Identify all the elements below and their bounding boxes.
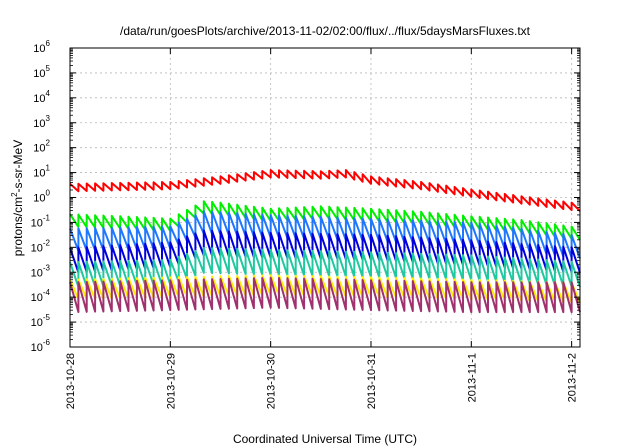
y-tick-label-exponent: 2 bbox=[46, 139, 51, 148]
x-tick-label: 2013-10-28 bbox=[65, 353, 77, 409]
plot-series bbox=[69, 169, 581, 314]
y-tick-label: 10-3 bbox=[31, 263, 51, 279]
y-tick-label-exponent: -5 bbox=[43, 313, 51, 322]
y-tick-label: 10-4 bbox=[31, 288, 51, 304]
y-tick-label-exponent: -1 bbox=[43, 213, 51, 222]
x-tick-label: 2013-10-29 bbox=[165, 353, 177, 409]
y-tick-label-exponent: 4 bbox=[46, 89, 51, 98]
y-tick-label-exponent: 3 bbox=[46, 114, 51, 123]
y-tick-label-base: 10 bbox=[31, 292, 43, 304]
y-tick-label-base: 10 bbox=[33, 93, 45, 105]
y-axis-title-base: protons/cm bbox=[11, 197, 25, 256]
series-line bbox=[69, 276, 581, 314]
y-tick-label-base: 10 bbox=[31, 267, 43, 279]
series-line bbox=[69, 246, 581, 288]
y-tick-labels: 10-610-510-410-310-210-11001011021031041… bbox=[31, 39, 51, 354]
y-tick-label-base: 10 bbox=[31, 317, 43, 329]
y-tick-label: 106 bbox=[33, 39, 50, 55]
y-tick-label: 103 bbox=[33, 114, 50, 130]
chart-title: /data/run/goesPlots/archive/2013-11-02/0… bbox=[120, 24, 531, 38]
x-tick-label: 2013-10-31 bbox=[366, 353, 378, 409]
y-tick-label-exponent: -3 bbox=[43, 263, 51, 272]
y-tick-label-base: 10 bbox=[33, 193, 45, 205]
series-line bbox=[69, 200, 581, 241]
y-tick-label-exponent: -2 bbox=[43, 238, 51, 247]
y-axis-title: protons/cm2-s-sr-MeV bbox=[10, 140, 25, 256]
y-tick-label-exponent: 1 bbox=[46, 164, 51, 173]
y-tick-label: 105 bbox=[33, 64, 50, 80]
y-tick-label: 10-5 bbox=[31, 313, 51, 329]
y-tick-label-base: 10 bbox=[31, 217, 43, 229]
y-tick-label-exponent: -4 bbox=[43, 288, 51, 297]
x-tick-label: 2013-11-2 bbox=[567, 353, 579, 402]
y-tick-label-base: 10 bbox=[33, 68, 45, 80]
y-tick-label-base: 10 bbox=[33, 168, 45, 180]
x-tick-label: 2013-10-30 bbox=[266, 353, 278, 409]
y-tick-label-base: 10 bbox=[31, 242, 43, 254]
y-tick-label-exponent: 0 bbox=[46, 189, 51, 198]
y-tick-label: 104 bbox=[33, 89, 50, 105]
y-tick-label-exponent: 5 bbox=[46, 64, 51, 73]
grid-lines bbox=[70, 48, 580, 347]
y-axis-title-rest: -s-sr-MeV bbox=[11, 140, 25, 193]
x-tick-label: 2013-11-1 bbox=[466, 353, 478, 402]
y-tick-label: 10-1 bbox=[31, 213, 51, 229]
y-tick-label: 10-6 bbox=[31, 338, 51, 354]
y-tick-label-base: 10 bbox=[33, 43, 45, 55]
y-tick-label: 100 bbox=[33, 189, 50, 205]
y-tick-label: 101 bbox=[33, 164, 50, 180]
y-tick-label-base: 10 bbox=[33, 143, 45, 155]
y-tick-label-base: 10 bbox=[31, 342, 43, 354]
x-axis-title: Coordinated Universal Time (UTC) bbox=[233, 432, 417, 446]
y-tick-label-base: 10 bbox=[33, 118, 45, 130]
y-tick-label-exponent: 6 bbox=[46, 39, 51, 48]
series-line bbox=[69, 169, 581, 212]
series-line bbox=[69, 229, 581, 274]
y-tick-label-exponent: -6 bbox=[43, 338, 51, 347]
x-tick-labels: 2013-10-28 2013-10-29 2013-10-30 2013-10-31… bbox=[65, 353, 579, 409]
axis-ticks bbox=[69, 47, 580, 348]
y-tick-label: 102 bbox=[33, 139, 50, 155]
y-axis-title-sup: 2 bbox=[10, 192, 19, 197]
y-tick-label: 10-2 bbox=[31, 238, 51, 254]
series-line bbox=[69, 274, 581, 304]
series-line bbox=[69, 210, 581, 259]
